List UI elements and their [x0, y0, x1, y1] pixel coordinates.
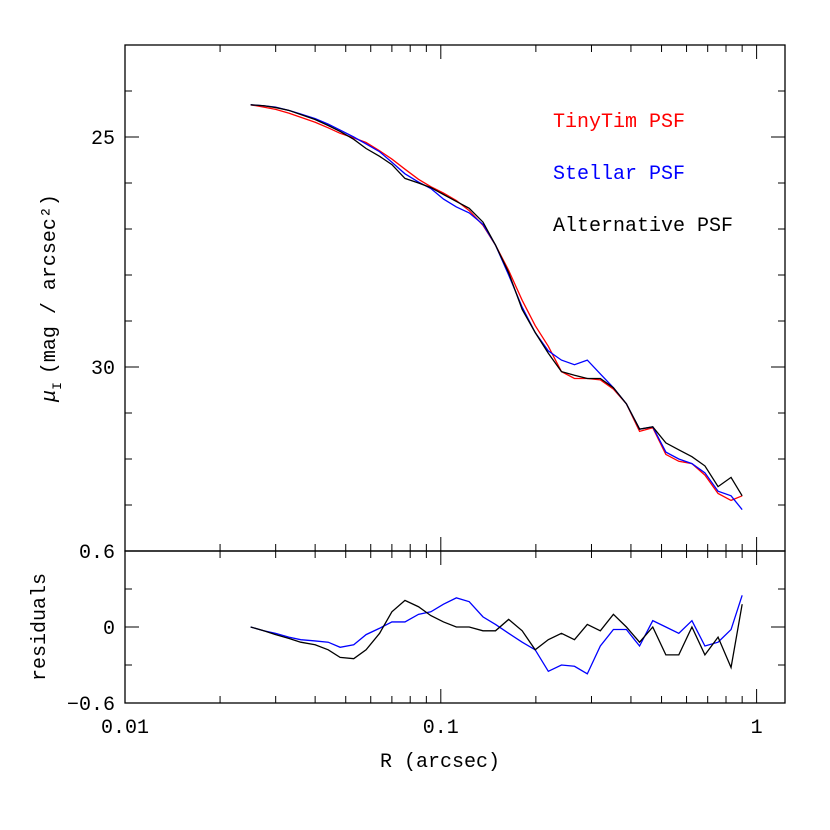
y-tick-label: 25: [91, 128, 115, 151]
y-axis-symbol: μ: [39, 390, 62, 403]
plot-frame: [124, 44, 786, 552]
y-tick-label: 0.6: [79, 542, 115, 565]
x-tick-label: 1: [751, 717, 763, 740]
y-axis-unit: (mag / arcsec²): [39, 194, 62, 374]
data-line: [250, 104, 743, 497]
legend-label: Stellar PSF: [553, 163, 685, 186]
x-tick-label: 0.1: [423, 717, 459, 740]
legend-label: TinyTim PSF: [553, 111, 685, 134]
y-tick-label: 0: [103, 618, 115, 641]
data-line: [250, 599, 743, 670]
x-tick-label: 0.01: [101, 717, 149, 740]
legend-label: Alternative PSF: [553, 215, 733, 238]
y-tick-label: 30: [91, 358, 115, 381]
x-axis-label: R (arcsec): [380, 751, 500, 774]
y-tick-label: −0.6: [67, 694, 115, 717]
y-axis-subscript: I: [50, 382, 65, 390]
y-axis-text: residuals: [29, 573, 52, 681]
y-axis-label: residuals: [29, 573, 52, 681]
y-axis-label: μI (mag / arcsec²): [39, 194, 65, 403]
data-line: [250, 595, 743, 675]
